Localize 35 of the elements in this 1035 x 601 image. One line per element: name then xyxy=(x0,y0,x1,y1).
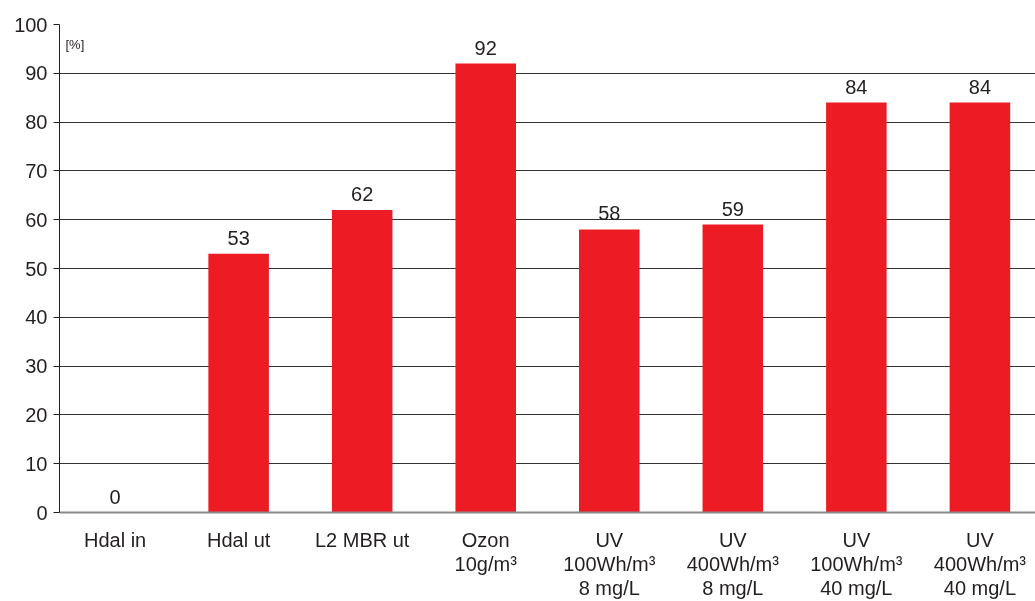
x-tick-label: Ozon 10g/m³ xyxy=(454,528,518,575)
bar xyxy=(702,224,764,513)
data-label: 84 xyxy=(968,75,992,98)
y-tick-label: 20 xyxy=(25,403,48,426)
y-tick-label: 0 xyxy=(36,501,48,524)
y-axis-title: [%] xyxy=(65,36,85,52)
bar xyxy=(949,102,1011,513)
data-label: 58 xyxy=(598,202,621,225)
y-tick-label: 100 xyxy=(14,13,48,36)
x-tick-label: Hdal ut xyxy=(206,528,271,551)
x-tick-label: Hdal in xyxy=(83,528,147,551)
data-label: 84 xyxy=(845,75,868,98)
bar xyxy=(579,229,640,513)
data-label: 59 xyxy=(721,197,744,220)
bar xyxy=(331,209,393,513)
y-tick-label: 10 xyxy=(25,452,48,475)
y-tick-label: 70 xyxy=(25,159,48,182)
bar xyxy=(208,253,269,513)
y-tick-label: 50 xyxy=(25,257,48,280)
bar xyxy=(455,63,516,513)
x-tick-label: UV 100Wh/m³ 8 mg/L xyxy=(563,528,656,599)
bar xyxy=(826,102,887,513)
x-tick-label: UV 400Wh/m³ 40 mg/L xyxy=(933,528,1027,599)
x-tick-label: UV 400Wh/m³ 8 mg/L xyxy=(686,528,780,599)
data-label: 92 xyxy=(474,36,497,59)
y-tick-label: 30 xyxy=(25,355,48,378)
y-tick-label: 40 xyxy=(25,306,48,329)
data-label: 53 xyxy=(227,226,250,249)
data-label: 62 xyxy=(351,182,374,205)
data-label: 0 xyxy=(109,485,121,508)
y-tick-label: 90 xyxy=(25,62,48,85)
y-tick-label: 80 xyxy=(25,111,48,134)
y-tick-label: 60 xyxy=(25,208,48,231)
x-tick-label: UV 100Wh/m³ 40 mg/L xyxy=(810,528,903,599)
x-tick-label: L2 MBR ut xyxy=(314,528,410,551)
